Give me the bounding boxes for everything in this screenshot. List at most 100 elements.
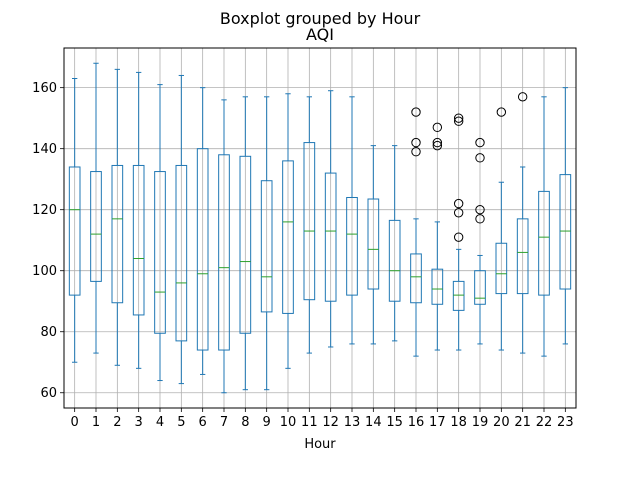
box-hour-14 <box>367 145 380 345</box>
outlier-point <box>411 147 421 157</box>
x-tick-label: 21 <box>514 415 531 430</box>
iqr-box <box>559 174 572 290</box>
iqr-box <box>324 172 337 302</box>
y-tick-label: 140 <box>32 142 57 157</box>
x-tick-label: 17 <box>429 415 446 430</box>
outlier-point <box>475 214 485 224</box>
box-hour-12 <box>324 90 337 348</box>
box-hour-8 <box>239 96 252 391</box>
x-tick-label: 14 <box>365 415 382 430</box>
x-tick-label: 23 <box>557 415 574 430</box>
iqr-box <box>303 142 316 301</box>
box-hour-23 <box>559 87 572 345</box>
y-tick-label: 100 <box>32 264 57 279</box>
box-hour-5 <box>175 74 188 385</box>
x-tick-label: 15 <box>386 415 403 430</box>
x-tick-label: 22 <box>536 415 553 430</box>
iqr-box <box>431 268 444 305</box>
box-hour-3 <box>132 71 145 369</box>
outlier-point <box>432 137 443 148</box>
x-tick-label: 11 <box>301 415 318 430</box>
box-hour-11 <box>303 96 316 354</box>
x-tick-label: 6 <box>199 415 207 430</box>
outlier-point <box>517 92 528 102</box>
boxes-layer <box>68 62 572 394</box>
y-tick-label: 120 <box>32 203 57 218</box>
iqr-box <box>132 164 145 316</box>
iqr-box <box>68 166 81 296</box>
iqr-box <box>388 219 401 302</box>
x-tick-label: 20 <box>493 415 510 430</box>
iqr-box <box>495 242 508 295</box>
box-hour-18 <box>452 113 465 351</box>
box-hour-13 <box>346 96 358 345</box>
box-hour-0 <box>68 78 81 363</box>
box-hour-6 <box>196 87 209 375</box>
x-tick-label: 8 <box>241 415 249 430</box>
x-tick-label: 2 <box>113 415 121 430</box>
outlier-point <box>475 137 485 148</box>
outlier-point <box>411 137 421 148</box>
y-tick-label: 160 <box>32 81 57 96</box>
outlier-point <box>453 232 464 242</box>
box-hour-4 <box>154 84 166 382</box>
x-tick-label: 12 <box>322 415 339 430</box>
x-tick-label: 3 <box>135 415 143 430</box>
x-tick-label: 7 <box>220 415 228 430</box>
iqr-box <box>516 218 529 295</box>
outlier-point <box>432 140 443 151</box>
iqr-box <box>367 198 380 290</box>
box-hour-7 <box>218 99 230 394</box>
box-hour-16 <box>410 107 422 357</box>
box-hour-19 <box>474 137 486 345</box>
x-tick-label: 10 <box>280 415 297 430</box>
y-tick-label: 80 <box>40 325 57 340</box>
box-hour-17 <box>431 122 444 351</box>
iqr-box <box>111 164 124 304</box>
box-hour-9 <box>260 96 273 391</box>
iqr-box <box>154 171 166 334</box>
outlier-point <box>475 153 485 163</box>
box-hour-21 <box>516 92 529 354</box>
box-hour-10 <box>282 93 294 369</box>
outlier-point <box>432 122 443 133</box>
box-hour-2 <box>111 68 124 366</box>
x-tick-label: 18 <box>450 415 467 430</box>
x-tick-label: 19 <box>472 415 489 430</box>
axes-title: AQI <box>306 25 334 44</box>
iqr-box <box>410 253 422 304</box>
iqr-box <box>538 190 550 296</box>
box-hour-1 <box>90 62 102 354</box>
outlier-point <box>453 116 464 126</box>
iqr-box <box>474 270 486 305</box>
x-tick-label: 9 <box>263 415 271 430</box>
x-tick-label: 1 <box>92 415 100 430</box>
x-tick-label: 0 <box>71 415 79 430</box>
outlier-point <box>453 113 464 123</box>
outlier-point <box>475 204 485 215</box>
x-tick-label: 4 <box>156 415 164 430</box>
y-tick-label: 60 <box>40 386 57 401</box>
iqr-box <box>452 280 465 311</box>
x-tick-label: 16 <box>408 415 425 430</box>
iqr-box <box>346 196 358 296</box>
outlier-point <box>496 107 507 117</box>
outlier-point <box>453 208 464 218</box>
outlier-point <box>453 198 464 209</box>
iqr-box <box>218 154 230 351</box>
iqr-box <box>90 171 102 282</box>
iqr-box <box>282 160 294 314</box>
x-tick-label: 13 <box>344 415 361 430</box>
iqr-box <box>196 148 209 351</box>
x-axis-label: Hour <box>304 437 336 452</box>
box-hour-15 <box>388 145 401 342</box>
box-hour-22 <box>538 96 550 357</box>
iqr-box <box>239 155 252 334</box>
plot-frame <box>63 47 577 409</box>
figure-suptitle: Boxplot grouped by Hour <box>220 9 421 28</box>
x-tick-label: 5 <box>177 415 185 430</box>
box-hour-20 <box>495 107 508 351</box>
